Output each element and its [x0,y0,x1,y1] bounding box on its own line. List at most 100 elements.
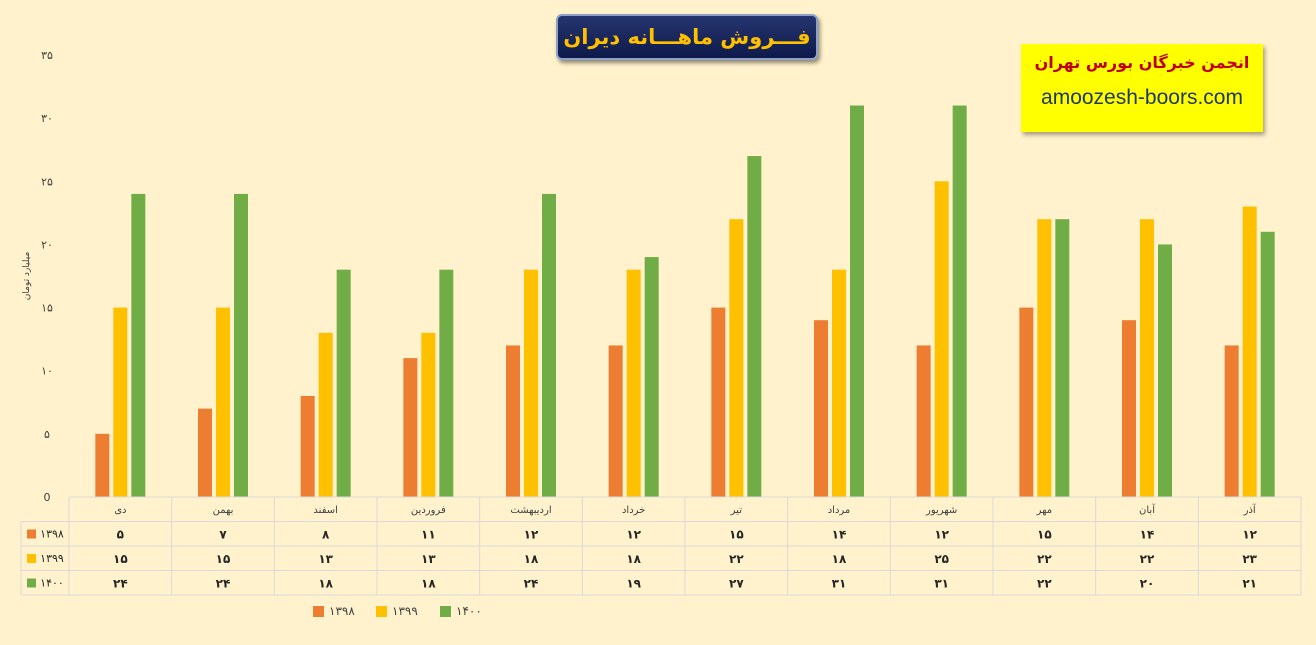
y-tick-label: ۳۰ [41,112,53,125]
bar-2-2 [336,269,351,497]
data-label: ۱۸ [832,552,847,566]
category-label: بهمن [213,505,234,516]
data-label: ۱۹ [626,577,641,591]
data-label: ۱۸ [626,552,641,566]
bar-0-2 [300,395,315,497]
bar-2-1 [234,193,248,497]
bar-1-10 [1140,219,1154,497]
data-label: ۱۳ [421,552,436,566]
data-label: ۱۵ [113,552,128,566]
data-label: ۱۳ [318,552,333,566]
category-label: مرداد [828,505,851,516]
legend-swatch [440,606,451,617]
y-tick-label: ۲۵ [41,175,53,188]
data-label: ۲۵ [934,552,949,566]
bar-2-5 [644,257,659,497]
bar-0-11 [1224,345,1239,497]
data-label: ۱۸ [421,577,436,591]
data-label: ۲۰ [1140,577,1155,591]
data-label: ۲۱ [1242,577,1257,591]
category-label: دی [114,505,126,516]
bar-2-3 [439,269,454,497]
bar-0-9 [1019,307,1034,497]
bar-1-6 [729,219,744,497]
data-label: ۲۴ [216,577,231,591]
data-label: ۷ [219,528,227,542]
bar-2-8 [952,105,967,497]
bar-0-5 [608,345,623,497]
category-label: تیر [730,505,743,516]
bar-1-9 [1037,219,1052,497]
data-label: ۱۲ [626,528,641,542]
brand-site: amoozesh-boors.com [1041,86,1243,109]
data-label: ۱۵ [729,528,744,542]
brand-box: انجمن خبرگان بورس تهران amoozesh-boors.c… [1021,44,1263,132]
bar-2-9 [1055,219,1070,497]
y-axis-label: میلیارد تومان [22,252,32,301]
chart-title: فـــروش ماهـــانه دیران [556,14,818,60]
bar-0-7 [814,320,828,497]
data-label: ۲۷ [729,577,744,591]
bar-1-5 [626,269,641,497]
data-label: ۱۵ [216,552,231,566]
y-tick-label: ۳۵ [41,49,53,62]
data-label: ۱۴ [1140,528,1155,542]
data-label: ۸ [322,528,330,542]
table-series-name: ۱۳۹۸ [40,528,64,541]
bar-2-10 [1158,244,1172,497]
data-label: ۲۲ [729,552,744,566]
data-label: ۲۳ [1242,552,1257,566]
data-label: ۱۴ [832,528,847,542]
bar-1-11 [1242,206,1257,498]
bar-2-7 [850,105,864,497]
bar-0-4 [506,345,520,497]
bar-0-0 [95,433,110,497]
bar-1-0 [113,307,128,497]
y-tick-label: ۵ [44,428,50,441]
bar-1-1 [216,307,230,497]
y-tick-label: ۲۰ [41,238,53,251]
data-label: ۲۲ [1037,552,1052,566]
legend-label: ۱۳۹۹ [392,604,418,618]
bar-2-11 [1260,231,1275,498]
chart-title-text: فـــروش ماهـــانه دیران [563,25,811,49]
data-label: ۱۸ [524,552,539,566]
table-legend-key [27,554,36,563]
data-label: ۱۲ [524,528,539,542]
category-label: خرداد [622,505,645,516]
data-label: ۳۱ [934,577,949,591]
category-label: آبان [1139,503,1156,516]
bar-1-7 [832,269,846,497]
category-label: اردیبهشت [510,505,551,516]
bar-0-6 [711,307,726,497]
category-label: مهر [1036,505,1052,516]
category-label: اسفند [313,505,337,516]
table-series-name: ۱۳۹۹ [40,552,64,565]
data-label: ۱۲ [934,528,949,542]
legend-label: ۱۴۰۰ [456,604,482,618]
legend-label: ۱۳۹۸ [329,604,355,618]
table-legend-key [27,529,36,539]
bar-2-6 [747,156,762,497]
data-label: ۵ [117,528,124,542]
data-label: ۲۴ [113,577,128,591]
bar-0-10 [1122,320,1136,497]
bar-1-2 [318,332,333,497]
data-label: ۱۲ [1242,528,1257,542]
category-label: شهریور [925,505,957,516]
y-tick-label: 0 [44,491,51,504]
category-label: آذر [1243,503,1257,516]
bar-0-8 [916,345,931,497]
bar-1-3 [421,332,436,497]
data-label: ۱۸ [318,577,333,591]
bar-2-4 [542,193,556,497]
data-label: ۲۲ [1140,552,1155,566]
bar-0-3 [403,358,418,497]
brand-name: انجمن خبرگان بورس تهران [1034,53,1250,72]
data-label: ۲۴ [524,577,539,591]
bar-1-4 [524,269,538,497]
data-label: ۱۱ [421,528,436,542]
category-label: فروردین [411,505,446,516]
data-label: ۱۵ [1037,528,1052,542]
